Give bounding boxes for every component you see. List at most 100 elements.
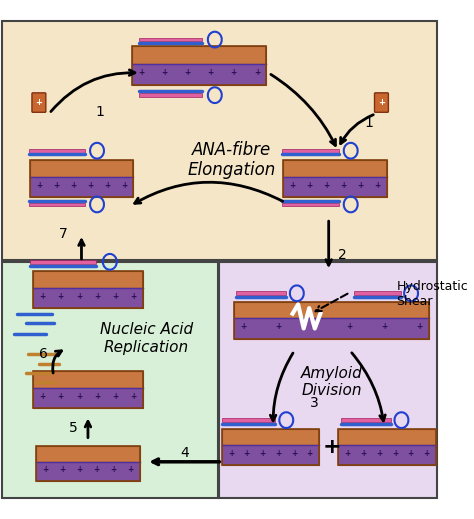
Bar [234, 302, 428, 318]
Bar [234, 318, 428, 339]
Text: +: + [346, 322, 352, 331]
Text: +: + [53, 181, 59, 189]
Bar [33, 371, 143, 388]
Text: +: + [357, 181, 364, 189]
Bar [139, 38, 202, 42]
Text: +: + [360, 449, 366, 458]
Text: +: + [93, 466, 100, 474]
Text: +: + [161, 68, 167, 77]
Bar [33, 271, 143, 308]
Text: +: + [36, 98, 42, 107]
Bar [283, 176, 387, 197]
Text: +: + [291, 449, 297, 458]
Text: +: + [39, 292, 46, 301]
Text: 1: 1 [364, 116, 373, 130]
Text: +: + [340, 181, 347, 189]
Bar [30, 176, 133, 197]
Text: +: + [324, 181, 330, 189]
Bar [33, 271, 143, 288]
Text: +: + [128, 466, 134, 474]
FancyBboxPatch shape [374, 93, 388, 112]
Text: Nucleic Acid
Replication: Nucleic Acid Replication [100, 322, 193, 355]
Text: 6: 6 [39, 347, 48, 361]
Bar [236, 292, 286, 295]
Text: +: + [138, 68, 144, 77]
Text: Amyloid
Division: Amyloid Division [301, 366, 362, 399]
Bar [132, 64, 266, 85]
Text: ANA-fibre
Elongation: ANA-fibre Elongation [187, 141, 275, 180]
Text: +: + [275, 322, 282, 331]
Bar [2, 21, 437, 260]
Text: +: + [87, 181, 93, 189]
Bar [30, 160, 133, 176]
Text: +: + [76, 466, 82, 474]
Text: 1: 1 [96, 105, 104, 119]
Bar [30, 260, 96, 264]
Text: +: + [392, 449, 398, 458]
Text: +: + [290, 181, 296, 189]
Bar [234, 302, 428, 339]
Bar [30, 160, 133, 197]
Text: +: + [307, 181, 313, 189]
Text: +: + [408, 449, 414, 458]
Bar [222, 445, 319, 465]
Text: +: + [42, 466, 48, 474]
Bar [139, 93, 202, 97]
Text: 5: 5 [69, 421, 78, 435]
Bar [33, 371, 143, 408]
Text: +: + [275, 449, 282, 458]
Bar [132, 46, 266, 85]
Text: +: + [259, 449, 265, 458]
Text: +: + [311, 322, 317, 331]
Text: Hydrostatic
Shear: Hydrostatic Shear [396, 280, 468, 308]
Text: +: + [345, 449, 351, 458]
Text: +: + [378, 98, 385, 107]
Text: +: + [130, 292, 137, 301]
Text: +: + [76, 292, 82, 301]
Text: +: + [184, 68, 191, 77]
Bar [283, 202, 339, 206]
Bar [36, 446, 140, 462]
Bar [283, 160, 387, 176]
Text: +: + [58, 392, 64, 401]
Text: +: + [254, 68, 260, 77]
Bar [33, 288, 143, 308]
Text: +: + [39, 392, 46, 401]
Bar [36, 462, 140, 481]
Bar [283, 160, 387, 197]
Text: +: + [381, 322, 387, 331]
Text: +: + [374, 181, 381, 189]
Text: +: + [104, 181, 110, 189]
Text: 4: 4 [181, 446, 190, 460]
Text: +: + [376, 449, 382, 458]
Text: 3: 3 [310, 397, 319, 411]
Bar [283, 149, 339, 153]
Text: +: + [36, 181, 42, 189]
Text: +: + [112, 292, 118, 301]
Text: +: + [130, 392, 137, 401]
Text: +: + [110, 466, 117, 474]
Bar [222, 429, 319, 465]
Bar [222, 429, 319, 445]
Bar [338, 429, 436, 445]
Text: +: + [208, 68, 214, 77]
Text: +: + [59, 466, 65, 474]
Text: +: + [58, 292, 64, 301]
Text: +: + [228, 449, 234, 458]
Text: +: + [231, 68, 237, 77]
Text: +: + [121, 181, 127, 189]
Text: +: + [94, 392, 100, 401]
Text: +: + [112, 392, 118, 401]
Bar [36, 446, 140, 481]
Bar [222, 418, 275, 422]
Text: +: + [76, 392, 82, 401]
Text: 2: 2 [338, 248, 346, 262]
Bar [29, 202, 85, 206]
Text: +: + [416, 322, 422, 331]
Text: +: + [423, 449, 429, 458]
Bar [338, 445, 436, 465]
Bar [338, 429, 436, 465]
Bar [2, 262, 218, 498]
Bar [354, 292, 401, 295]
Bar [33, 388, 143, 408]
